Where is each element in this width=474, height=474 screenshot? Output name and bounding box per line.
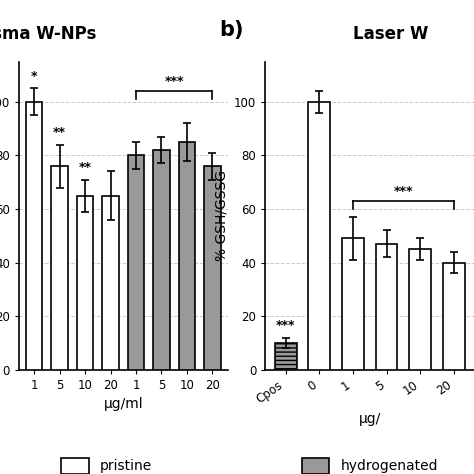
X-axis label: μg/ml: μg/ml [103,397,143,411]
Text: *: * [31,70,37,83]
Bar [51,166,68,370]
Bar [375,244,398,370]
Bar [102,196,119,370]
Bar [77,196,93,370]
Text: b): b) [219,20,244,40]
Bar [204,166,220,370]
Bar [153,150,170,370]
Legend: hydrogenated: hydrogenated [301,458,438,474]
Bar [128,155,144,370]
Bar [342,238,364,370]
Bar [179,142,195,370]
X-axis label: μg/: μg/ [359,411,381,426]
Text: **: ** [53,126,66,139]
Text: ***: *** [164,75,184,89]
Bar [308,102,330,370]
Bar [26,102,43,370]
Text: asma W-NPs: asma W-NPs [0,25,97,43]
Bar [409,249,431,370]
Y-axis label: % GSH/GSSG: % GSH/GSSG [215,170,228,261]
Bar [443,263,465,370]
Text: Laser W: Laser W [353,25,428,43]
Text: ***: *** [393,185,413,198]
Bar [275,343,297,370]
Legend: pristine: pristine [61,458,152,474]
Text: ***: *** [276,319,295,332]
Text: **: ** [79,161,91,174]
